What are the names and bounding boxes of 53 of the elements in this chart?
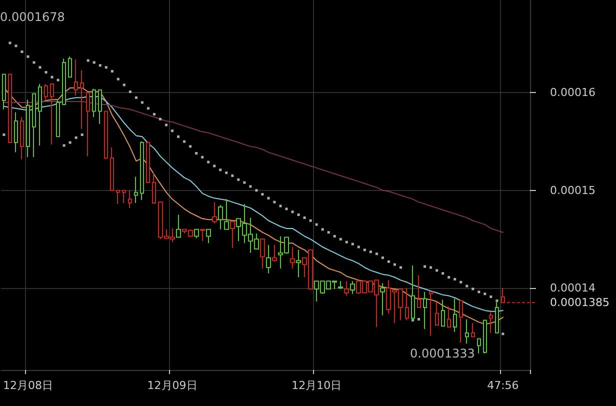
candlestick: [423, 291, 427, 330]
candlestick: [116, 190, 120, 205]
x-tick-label: 47:56: [487, 379, 519, 392]
candlestick: [465, 318, 469, 344]
candlestick: [453, 298, 457, 332]
x-tick-label: 12月08日: [2, 379, 53, 392]
candlestick: [140, 141, 144, 201]
candlestick: [417, 274, 421, 308]
candlestick: [8, 74, 12, 144]
candlestick: [338, 280, 343, 290]
candlestick: [68, 56, 72, 78]
ref-line-label: 0.0001385: [550, 296, 610, 310]
candlestick: [122, 190, 126, 204]
y-tick-label: 0.00014: [550, 281, 596, 294]
line-series: [3, 101, 504, 233]
candlestick: [80, 70, 84, 130]
candlestick: [501, 287, 505, 304]
y-tick-label: 0.00016: [550, 86, 596, 100]
candlestick: [44, 83, 48, 100]
candlestick: [86, 92, 90, 157]
candlestick: [38, 83, 42, 146]
candlestick: [128, 190, 132, 208]
x-tick-label: 12月09日: [147, 379, 198, 392]
candlestick: [441, 299, 445, 327]
candlestick: [2, 74, 6, 110]
candlestick: [74, 59, 78, 96]
candlestick: [435, 301, 439, 326]
annotation: 0.0001333: [410, 346, 475, 360]
candlestick: [50, 83, 54, 145]
candlestick: [134, 176, 138, 204]
candlestick: [471, 322, 475, 338]
candlestick: [14, 112, 18, 153]
candlestick: [110, 146, 114, 191]
candlestick: [104, 110, 108, 160]
annotation: 0.0001678: [0, 10, 65, 24]
candlestick: [447, 306, 451, 328]
candlestick: [32, 93, 36, 158]
candlestick: [98, 89, 102, 124]
y-tick-label: 0.00015: [550, 184, 596, 197]
candlestick: [152, 171, 156, 204]
candlestick: [92, 88, 96, 118]
x-tick-label: 12月10日: [292, 379, 342, 392]
candlestick: [405, 287, 409, 321]
candlestick: [459, 300, 463, 344]
candlestick: [477, 338, 481, 354]
candlestick: [489, 312, 493, 334]
candlestick: [483, 320, 487, 354]
candlestick: [146, 141, 150, 184]
candlestick: [62, 58, 66, 105]
candlestick: [56, 99, 60, 138]
candlestick: [429, 291, 433, 336]
candlestick: [20, 116, 24, 160]
candlestick: [26, 99, 30, 158]
